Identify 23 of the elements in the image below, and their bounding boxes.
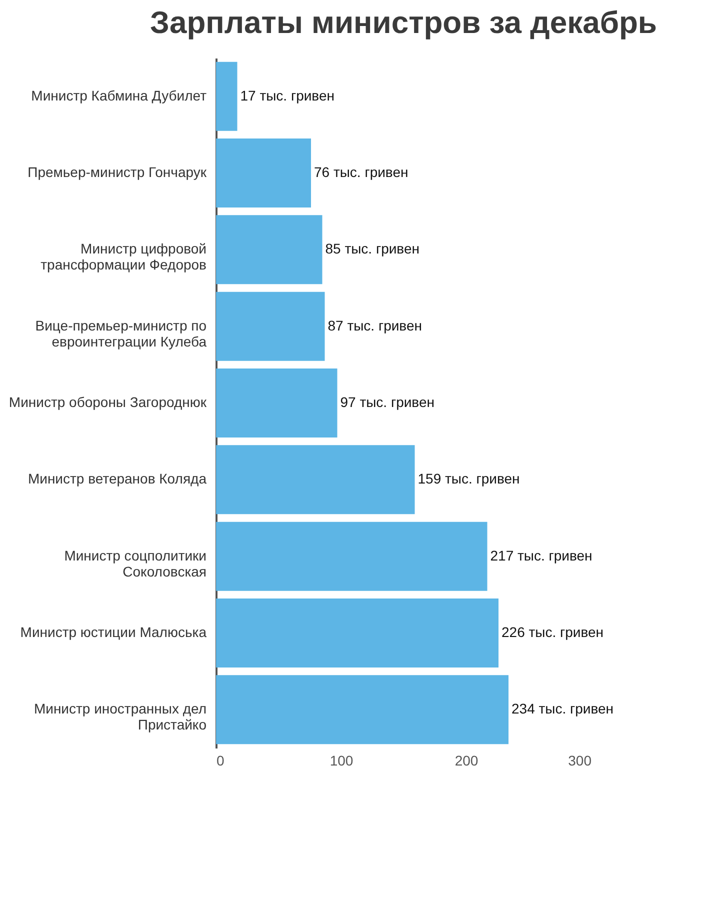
data-label: 159 тыс. гривен (418, 470, 520, 487)
x-tick-label: 200 (454, 752, 478, 768)
y-tick-label: Министр ветеранов Коляда (28, 470, 207, 487)
y-tick-label: Министр Кабмина Дубилет (31, 87, 208, 104)
y-tick-label: Премьер-министр Гончарук (28, 164, 208, 180)
y-tick-label: Вице-премьер-министр по евроинтеграции Кулеба (35, 317, 207, 350)
y-tick-label: Министр иностранных дел Пристайко (34, 700, 207, 733)
data-label: 85 тыс. гривен (325, 240, 420, 257)
chart-title: Зарплаты министров за декабрь (150, 5, 657, 40)
data-label: 226 тыс. гривен (502, 624, 604, 640)
y-tick-label: Министр соцполитики Соколовская (64, 547, 206, 580)
data-label: 217 тыс. гривен (490, 547, 592, 564)
y-tick-label: Министр цифровой трансформации Федоров (40, 240, 206, 273)
y-tick-label: Министр юстиции Малюська (20, 624, 207, 640)
x-tick-label: 300 (568, 752, 592, 768)
data-label: 87 тыс. гривен (328, 317, 422, 334)
data-label: 234 тыс. гривен (512, 700, 614, 717)
data-label: 17 тыс. гривен (240, 87, 334, 104)
x-tick-label: 0 (216, 752, 224, 768)
x-tick-label: 100 (330, 752, 354, 768)
data-label: 76 тыс. гривен (314, 164, 408, 180)
data-label: 97 тыс. гривен (340, 394, 434, 410)
y-tick-label: Министр обороны Загороднюк (8, 394, 208, 410)
